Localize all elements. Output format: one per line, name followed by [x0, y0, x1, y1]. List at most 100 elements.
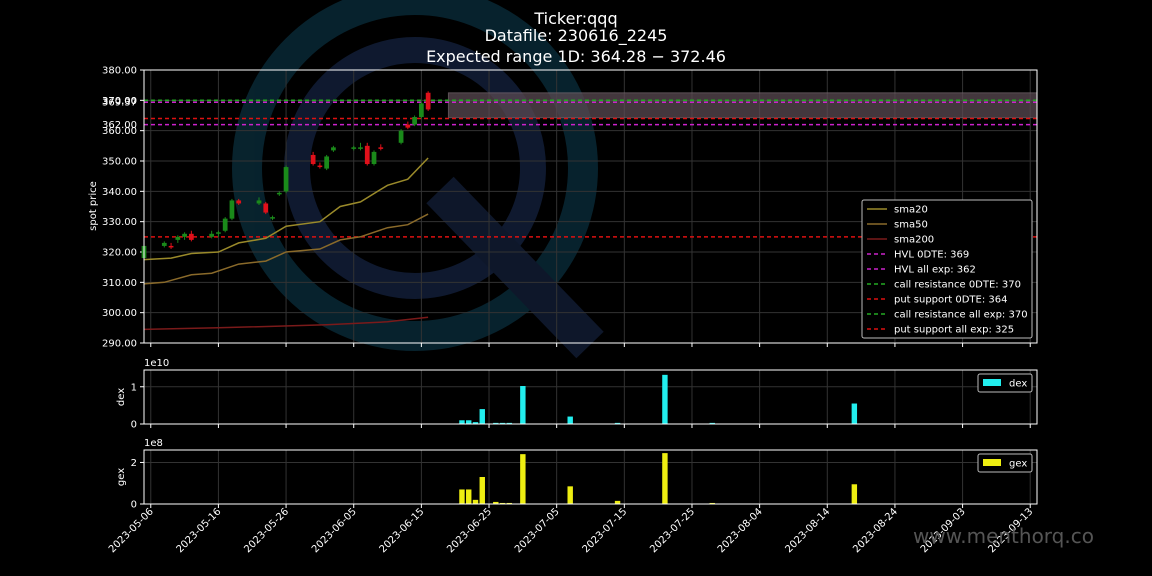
logo-outer-ring	[232, 0, 598, 351]
sma20-line	[143, 157, 429, 261]
candle-body	[317, 165, 323, 168]
price-ytick-label: 370.00	[102, 96, 137, 107]
title-ticker: Ticker:qqq	[533, 9, 617, 28]
candle-body	[175, 236, 181, 240]
legend-label: sma200	[894, 235, 934, 246]
candle-body	[256, 200, 262, 204]
dex-bar	[662, 374, 668, 424]
candle-body	[216, 232, 221, 234]
gex-offset-label: 1e8	[144, 438, 163, 449]
watermark-text: www.menthorq.co	[913, 524, 1094, 548]
dex-legend-label: dex	[1009, 379, 1027, 390]
candle-body	[182, 233, 187, 237]
title-datafile: Datafile: 230616_2245	[485, 26, 668, 46]
gex-bar	[662, 453, 668, 504]
gex-bar	[506, 502, 513, 504]
candle-body	[331, 147, 336, 151]
price-frame	[143, 69, 1038, 344]
gex-bar	[499, 502, 506, 504]
gex-bar	[466, 489, 472, 504]
level-ytick-label: 362.00	[102, 120, 137, 131]
legend-label: sma50	[894, 220, 928, 231]
gex-bar	[709, 502, 715, 504]
gex-ytick-label: 2	[131, 458, 137, 469]
gex-bar	[520, 454, 526, 504]
gex-legend-box	[977, 453, 1033, 473]
gex-legend-swatch	[983, 459, 1001, 466]
dex-bar	[479, 409, 485, 424]
candle-body	[270, 217, 275, 219]
candle-body	[188, 233, 194, 240]
candle-body	[419, 103, 424, 118]
gex-frame	[143, 449, 1038, 505]
level-ytick-label: 369.37	[102, 98, 137, 109]
candle-body	[324, 156, 330, 169]
candle-body	[364, 145, 370, 165]
gex-bar	[479, 477, 485, 504]
price-ytick-label: 310.00	[102, 278, 137, 289]
dex-ytick-label: 0	[131, 420, 137, 431]
candle-body	[229, 200, 235, 219]
candle-body	[405, 124, 411, 128]
price-panel: 290.00 300.00 310.00 320.00 330.00 340.00 350.…	[88, 66, 1038, 350]
candle-body	[378, 147, 384, 149]
candle-body	[161, 242, 167, 246]
dex-bar	[520, 386, 526, 424]
logo-inner-ring	[284, 37, 546, 299]
gex-bar	[459, 489, 465, 504]
candle-body	[236, 200, 242, 204]
legend-label: sma20	[894, 205, 928, 216]
candle-body	[222, 218, 228, 231]
price-ytick-label: 330.00	[102, 217, 137, 228]
gex-legend-label: gex	[1009, 459, 1027, 470]
dex-legend-box	[977, 373, 1033, 393]
gex-ytick-label: 0	[131, 500, 137, 511]
dex-ylabel: dex	[116, 388, 127, 406]
dex-frame	[143, 369, 1038, 425]
candle-body	[371, 151, 377, 165]
logo-watermark	[232, 0, 604, 359]
gex-bar	[493, 501, 499, 504]
gex-bar	[614, 500, 621, 504]
sma200-line	[143, 316, 429, 331]
legend-label: HVL 0DTE: 369	[894, 250, 969, 261]
dex-bar	[499, 422, 506, 424]
dex-bar	[851, 403, 858, 424]
price-ytick-label: 320.00	[102, 248, 137, 259]
legend-label: put support all exp: 325	[894, 325, 1014, 336]
price-ytick-label: 360.00	[102, 126, 137, 137]
logo-tail	[426, 176, 604, 359]
dex-offset-label: 1e10	[144, 358, 169, 369]
gex-bar	[472, 499, 479, 504]
candle-body	[398, 130, 404, 143]
dex-bar	[567, 416, 573, 424]
candle-body	[358, 147, 363, 149]
candle-body	[351, 147, 357, 149]
legend-label: call resistance 0DTE: 370	[894, 280, 1021, 291]
dex-bar	[506, 422, 513, 424]
candle-body	[412, 117, 417, 125]
expected-range-band	[447, 92, 1038, 119]
price-ytick-label: 290.00	[102, 339, 137, 350]
price-ylabel: spot price	[88, 181, 99, 231]
price-legend: sma20 sma50 sma200 HVL 0DTE: 369 HVL all exp…	[861, 199, 1033, 339]
price-ytick-label: 380.00	[102, 66, 137, 77]
price-legend-box	[861, 199, 1033, 339]
legend-label: call resistance all exp: 370	[894, 310, 1028, 321]
dex-ytick-label: 1	[131, 382, 137, 393]
dex-panel: 0 1 1e10 dex dex	[116, 358, 1038, 431]
candle-body	[425, 92, 431, 110]
dex-bar	[709, 422, 715, 424]
candle-body	[276, 192, 282, 195]
dex-bar	[493, 422, 499, 424]
sma50-line	[143, 213, 429, 285]
gex-bar	[851, 484, 858, 504]
gex-ylabel: gex	[116, 468, 127, 486]
price-ytick-label: 340.00	[102, 187, 137, 198]
candle-body	[283, 167, 289, 192]
price-ytick-label: 350.00	[102, 157, 137, 168]
title-expected-range: Expected range 1D: 364.28 − 372.46	[426, 47, 726, 66]
dex-bar	[472, 422, 479, 424]
dex-bar	[466, 420, 472, 424]
